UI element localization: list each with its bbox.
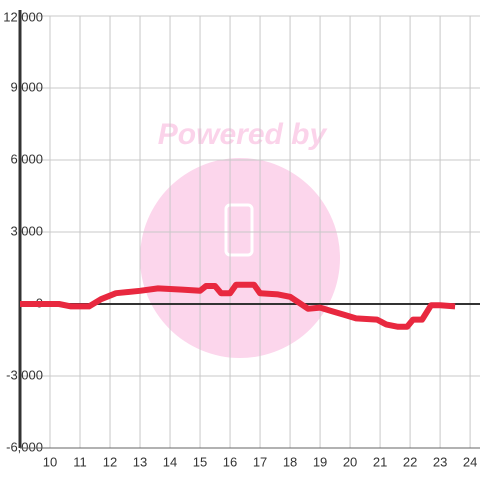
x-tick-label: 22	[403, 454, 417, 469]
y-tick-label: -3,000	[6, 367, 43, 382]
x-tick-label: 20	[343, 454, 357, 469]
x-tick-label: 17	[253, 454, 267, 469]
y-tick-label: 12,000	[3, 9, 43, 24]
x-tick-label: 11	[73, 454, 87, 469]
x-tick-label: 13	[133, 454, 147, 469]
x-tick-label: 16	[223, 454, 237, 469]
x-tick-label: 10	[43, 454, 57, 469]
y-tick-label: 3,000	[10, 223, 43, 238]
y-tick-label: -6,000	[6, 439, 43, 454]
y-tick-label: 9,000	[10, 79, 43, 94]
x-tick-label: 19	[313, 454, 327, 469]
watermark-text: Powered by	[158, 118, 328, 151]
watermark-logo	[224, 203, 254, 257]
x-tick-label: 23	[433, 454, 447, 469]
y-tick-label: 6,000	[10, 151, 43, 166]
x-tick-label: 18	[283, 454, 297, 469]
x-tick-label: 24	[463, 454, 477, 469]
x-tick-label: 15	[193, 454, 207, 469]
data-line	[20, 281, 456, 330]
x-tick-label: 14	[163, 454, 177, 469]
x-tick-label: 21	[373, 454, 387, 469]
x-tick-label: 12	[103, 454, 117, 469]
